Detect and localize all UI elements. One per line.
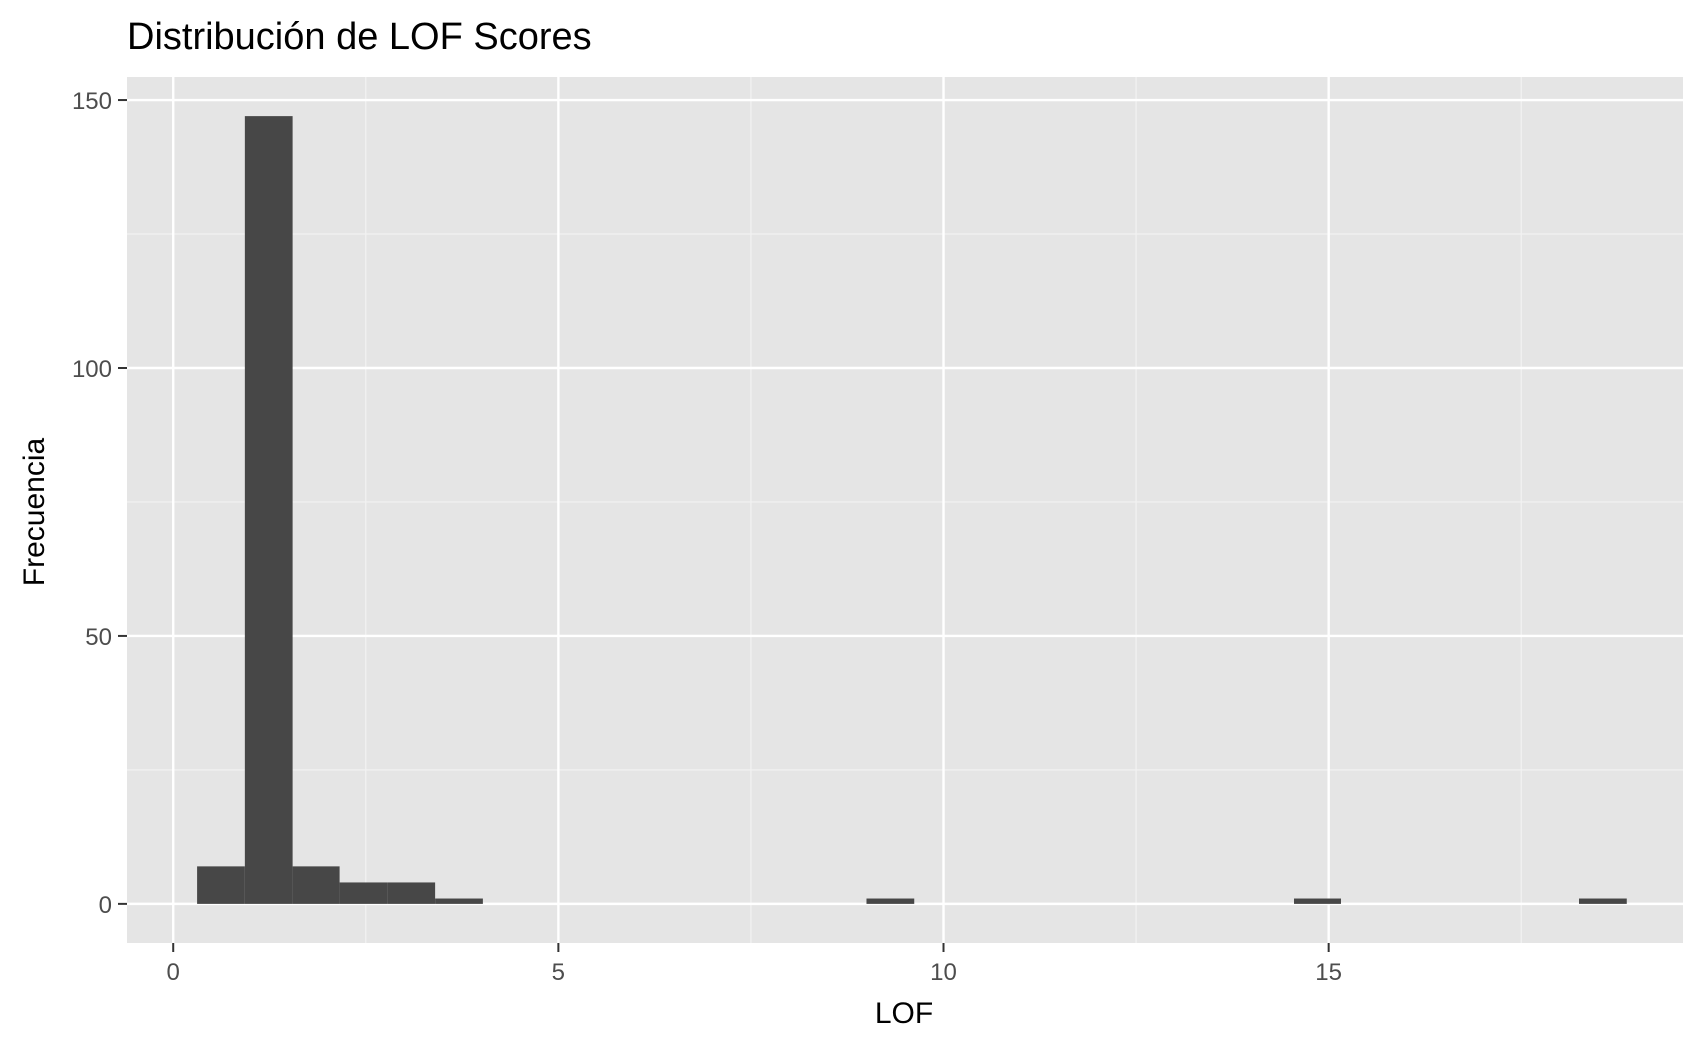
minor-gridlines — [127, 77, 1683, 943]
x-axis-title: LOF — [875, 997, 933, 1030]
y-axis-title: Frecuencia — [18, 437, 51, 586]
histogram-bar-0 — [197, 866, 245, 904]
histogram-bar-5 — [435, 898, 483, 904]
y-tick-label: 50 — [85, 624, 112, 651]
x-tick-label: 15 — [1315, 959, 1342, 986]
x-tick-label: 0 — [167, 959, 180, 986]
histogram-bar-2 — [292, 866, 340, 904]
x-axis: 0 5 10 15 — [167, 943, 1342, 986]
histogram-bars — [197, 116, 1627, 904]
plot-panel — [127, 77, 1683, 943]
y-tick-label: 150 — [72, 88, 112, 115]
histogram-bar-4 — [387, 882, 436, 904]
histogram-bar-1 — [244, 116, 293, 904]
x-tick-label: 5 — [552, 959, 565, 986]
y-tick-label: 100 — [72, 356, 112, 383]
y-tick-label: 0 — [99, 892, 112, 919]
histogram-bar-6 — [866, 898, 915, 904]
histogram-bar-8 — [1579, 898, 1627, 904]
y-axis: 0 50 100 150 — [72, 88, 127, 919]
x-tick-label: 10 — [930, 959, 957, 986]
histogram-bar-3 — [339, 882, 388, 904]
histogram-bar-7 — [1294, 898, 1341, 904]
chart-title: Distribución de LOF Scores — [127, 16, 592, 58]
